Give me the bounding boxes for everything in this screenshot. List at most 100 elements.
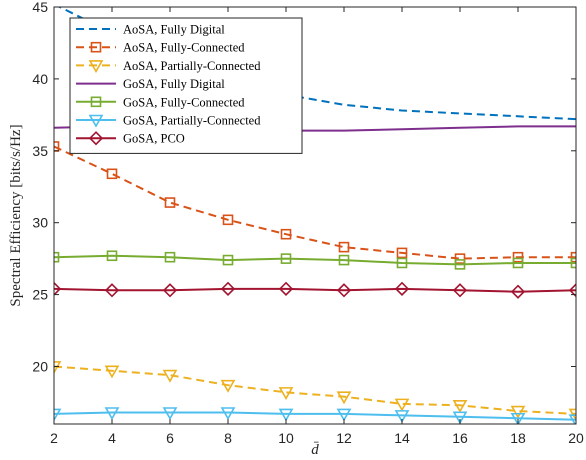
legend-label: GoSA, Partially-Connected [123, 114, 261, 128]
legend-label: AoSA, Partially-Connected [123, 59, 261, 73]
series-line [54, 365, 576, 415]
x-axis-label: d̄ [311, 442, 319, 458]
legend-marker [88, 131, 104, 146]
series-line [54, 145, 576, 260]
data-point [104, 407, 120, 421]
data-point [454, 253, 466, 264]
legend-box [69, 17, 303, 154]
x-tick-label: 4 [108, 430, 116, 446]
y-tick-label: 25 [32, 287, 48, 303]
x-tick-label: 20 [568, 430, 584, 446]
legend-label: GoSA, Fully Digital [123, 77, 225, 91]
data-point [396, 257, 408, 269]
data-point [220, 281, 236, 296]
data-point [454, 259, 466, 270]
data-point [510, 412, 526, 424]
data-point [162, 283, 178, 298]
data-point [54, 251, 60, 263]
data-point [104, 283, 120, 298]
data-point [278, 281, 294, 296]
y-tick-label: 35 [32, 143, 48, 159]
x-tick-label: 8 [224, 430, 232, 446]
data-point [452, 283, 468, 298]
legend-marker [90, 96, 102, 108]
data-point [510, 405, 526, 419]
data-point [568, 283, 576, 298]
series-5 [54, 250, 576, 270]
series-line [54, 411, 576, 421]
data-point [54, 408, 62, 422]
y-tick-label: 30 [32, 215, 48, 231]
data-point [510, 284, 526, 299]
plot-frame [53, 6, 577, 425]
data-point [164, 197, 176, 208]
legend: AoSA, Fully Digital AoSA, Fully-Connected… [69, 17, 303, 154]
data-point [162, 407, 178, 421]
legend-marker [90, 41, 102, 53]
data-point [220, 379, 236, 393]
data-point [54, 361, 62, 375]
data-point [106, 168, 118, 180]
data-point [278, 408, 294, 422]
y-tick-label: 20 [32, 358, 48, 374]
legend-entry: AoSA, Partially-Connected [76, 59, 261, 74]
x-tick-label: 2 [50, 430, 58, 446]
data-point [54, 141, 60, 152]
legend-entry: AoSA, Fully Digital [76, 23, 225, 37]
series-line [54, 287, 576, 293]
x-tick-label: 14 [394, 430, 410, 446]
data-point [570, 251, 576, 263]
data-point [338, 254, 350, 266]
data-point [452, 411, 468, 424]
legend-label: GoSA, Fully-Connected [123, 95, 245, 109]
y-tick-label: 45 [32, 0, 48, 15]
x-tick-label: 18 [510, 430, 526, 446]
data-point [106, 250, 118, 262]
x-tick-label: 16 [452, 430, 468, 446]
data-point [394, 281, 410, 296]
data-point [568, 414, 576, 424]
legend-marker [88, 114, 104, 128]
data-point [338, 241, 350, 253]
data-point [336, 283, 352, 298]
legend-entry: AoSA, Fully-Connected [76, 41, 245, 55]
data-point [222, 254, 234, 266]
series-6 [54, 407, 576, 424]
data-point [512, 251, 524, 263]
data-point [222, 214, 234, 226]
y-tick-label: 40 [32, 71, 48, 87]
data-point [54, 281, 62, 296]
data-point [220, 407, 236, 421]
data-point [452, 400, 468, 413]
legend-label: AoSA, Fully-Connected [123, 41, 245, 55]
series-2 [54, 141, 576, 264]
x-tick-label: 6 [166, 430, 174, 446]
data-point [162, 369, 178, 383]
data-point [278, 387, 294, 400]
data-point [336, 408, 352, 422]
y-axis-label: Spectral Efficiency [bits/s/Hz] [8, 124, 24, 306]
ticks-layer: 2 4 6 8 10 12 14 16 18 20 20 25 30 35 40 45 [32, 0, 584, 446]
data-point [104, 365, 120, 379]
legend-entry: GoSA, PCO [76, 131, 185, 146]
legend-entry: GoSA, Fully Digital [76, 77, 225, 91]
data-point [336, 391, 352, 405]
legend-label: AoSA, Fully Digital [123, 23, 225, 37]
data-point [570, 257, 576, 269]
legend-entry: GoSA, Partially-Connected [76, 114, 261, 128]
series-line [54, 254, 576, 266]
data-point [280, 228, 292, 240]
data-point [394, 398, 410, 412]
data-point [280, 253, 292, 264]
legend-label: GoSA, PCO [123, 132, 185, 146]
x-tick-label: 12 [336, 430, 352, 446]
series-7 [54, 281, 576, 299]
legend-marker [88, 60, 104, 74]
data-point [394, 410, 410, 423]
data-point [396, 247, 408, 259]
legend-entry: GoSA, Fully-Connected [76, 95, 245, 109]
x-tick-label: 10 [278, 430, 294, 446]
data-point [512, 257, 524, 269]
data-point [164, 251, 176, 263]
